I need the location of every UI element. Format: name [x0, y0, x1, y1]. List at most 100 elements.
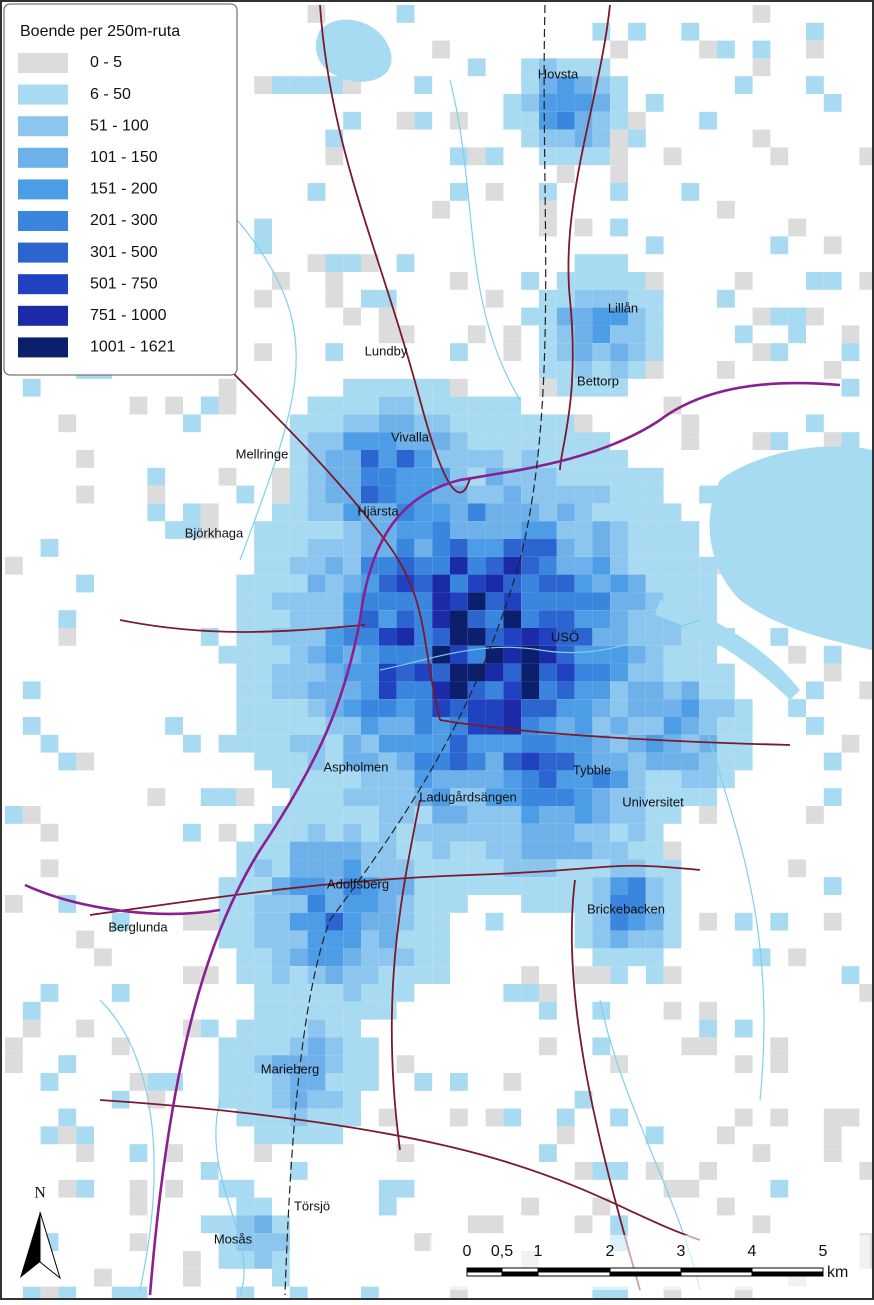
- grid-cell: [289, 770, 308, 789]
- grid-cell: [610, 717, 628, 735]
- grid-cell: [521, 628, 539, 646]
- grid-cell: [663, 663, 682, 682]
- grid-cell: [503, 788, 522, 806]
- grid-cell: [556, 823, 575, 842]
- grid-cell: [289, 1162, 308, 1180]
- grid-cell: [574, 912, 593, 931]
- scale-segment: [680, 1267, 753, 1273]
- grid-cell: [556, 628, 575, 646]
- grid-cell: [699, 788, 717, 806]
- grid-cell: [645, 734, 664, 753]
- grid-cell: [378, 467, 397, 486]
- grid-cell: [663, 770, 682, 789]
- grid-cell: [396, 717, 415, 735]
- grid-cell: [76, 1144, 94, 1162]
- grid-cell: [272, 823, 290, 842]
- grid-cell: [699, 734, 717, 753]
- grid-cell: [254, 966, 272, 984]
- grid-cell: [699, 40, 717, 59]
- grid-cell: [450, 859, 468, 878]
- grid-cell: [343, 432, 361, 450]
- grid-cell: [539, 539, 557, 557]
- grid-cell: [218, 930, 237, 949]
- grid-cell: [556, 681, 575, 700]
- grid-cell: [325, 895, 344, 913]
- grid-cell: [325, 841, 344, 860]
- grid-cell: [699, 752, 717, 771]
- grid-cell: [76, 1019, 94, 1038]
- grid-cell: [272, 877, 290, 895]
- legend-swatch: [18, 337, 68, 358]
- grid-cell: [663, 717, 682, 735]
- grid-cell: [610, 147, 628, 166]
- grid-cell: [289, 1286, 308, 1305]
- grid-cell: [539, 628, 557, 646]
- grid-cell: [200, 1215, 219, 1234]
- grid-cell: [325, 254, 344, 272]
- grid-cell: [432, 40, 450, 59]
- grid-cell: [307, 521, 326, 539]
- grid-cell: [147, 1073, 166, 1091]
- grid-cell: [58, 1179, 77, 1198]
- grid-cell: [467, 485, 486, 504]
- legend-label: 501 - 750: [90, 275, 158, 292]
- grid-cell: [378, 1179, 397, 1198]
- grid-cell: [396, 663, 415, 682]
- grid-cell: [254, 1251, 272, 1269]
- grid-cell: [450, 592, 468, 611]
- grid-cell: [307, 467, 326, 486]
- grid-cell: [521, 752, 539, 771]
- grid-cell: [574, 663, 593, 682]
- highways: [24, 381, 841, 1296]
- grid-cell: [378, 307, 397, 326]
- grid-cell: [361, 396, 379, 415]
- grid-cell: [556, 788, 575, 806]
- grid-cell: [539, 699, 557, 717]
- grid-cell: [289, 467, 308, 486]
- grid-cell: [770, 1055, 789, 1073]
- grid-cell: [414, 663, 433, 682]
- grid-cell: [272, 734, 290, 753]
- grid-cell: [574, 966, 593, 984]
- grid-cell: [610, 734, 628, 753]
- grid-cell: [147, 1090, 166, 1109]
- grid-cell: [378, 984, 397, 1002]
- grid-cell: [450, 414, 468, 433]
- grid-cell: [218, 912, 237, 931]
- grid-cell: [592, 610, 611, 628]
- grid-cell: [414, 734, 433, 753]
- scale-unit: km: [827, 1264, 848, 1281]
- grid-cell: [272, 984, 290, 1002]
- grid-cell: [521, 592, 539, 611]
- grid-cell: [770, 343, 789, 361]
- grid-cell: [699, 485, 717, 504]
- grid-cell: [378, 823, 397, 842]
- grid-cell: [414, 752, 433, 771]
- scale-segment: [609, 1267, 682, 1273]
- grid-cell: [610, 752, 628, 771]
- grid-cell: [165, 521, 183, 539]
- grid-cell: [645, 877, 664, 895]
- scale-label: 0: [463, 1243, 472, 1260]
- grid-cell: [610, 895, 628, 913]
- grid-cell: [788, 325, 806, 344]
- grid-cell: [628, 485, 646, 504]
- grid-cell: [467, 681, 486, 700]
- grid-cell: [539, 467, 557, 486]
- grid-cell: [414, 895, 433, 913]
- grid-cell: [325, 556, 344, 575]
- grid-cell: [574, 94, 593, 112]
- grid-cell: [592, 1197, 611, 1216]
- grid-cell: [610, 1215, 628, 1234]
- grid-cell: [40, 1126, 59, 1145]
- grid-cell: [307, 592, 326, 611]
- grid-cell: [752, 1144, 771, 1162]
- grid-cell: [556, 859, 575, 878]
- grid-cell: [343, 1108, 361, 1127]
- scale-label: 5: [819, 1243, 828, 1260]
- grid-cell: [574, 361, 593, 379]
- grid-cell: [289, 895, 308, 913]
- grid-cell: [788, 859, 806, 878]
- grid-cell: [200, 1019, 219, 1038]
- grid-cell: [378, 556, 397, 575]
